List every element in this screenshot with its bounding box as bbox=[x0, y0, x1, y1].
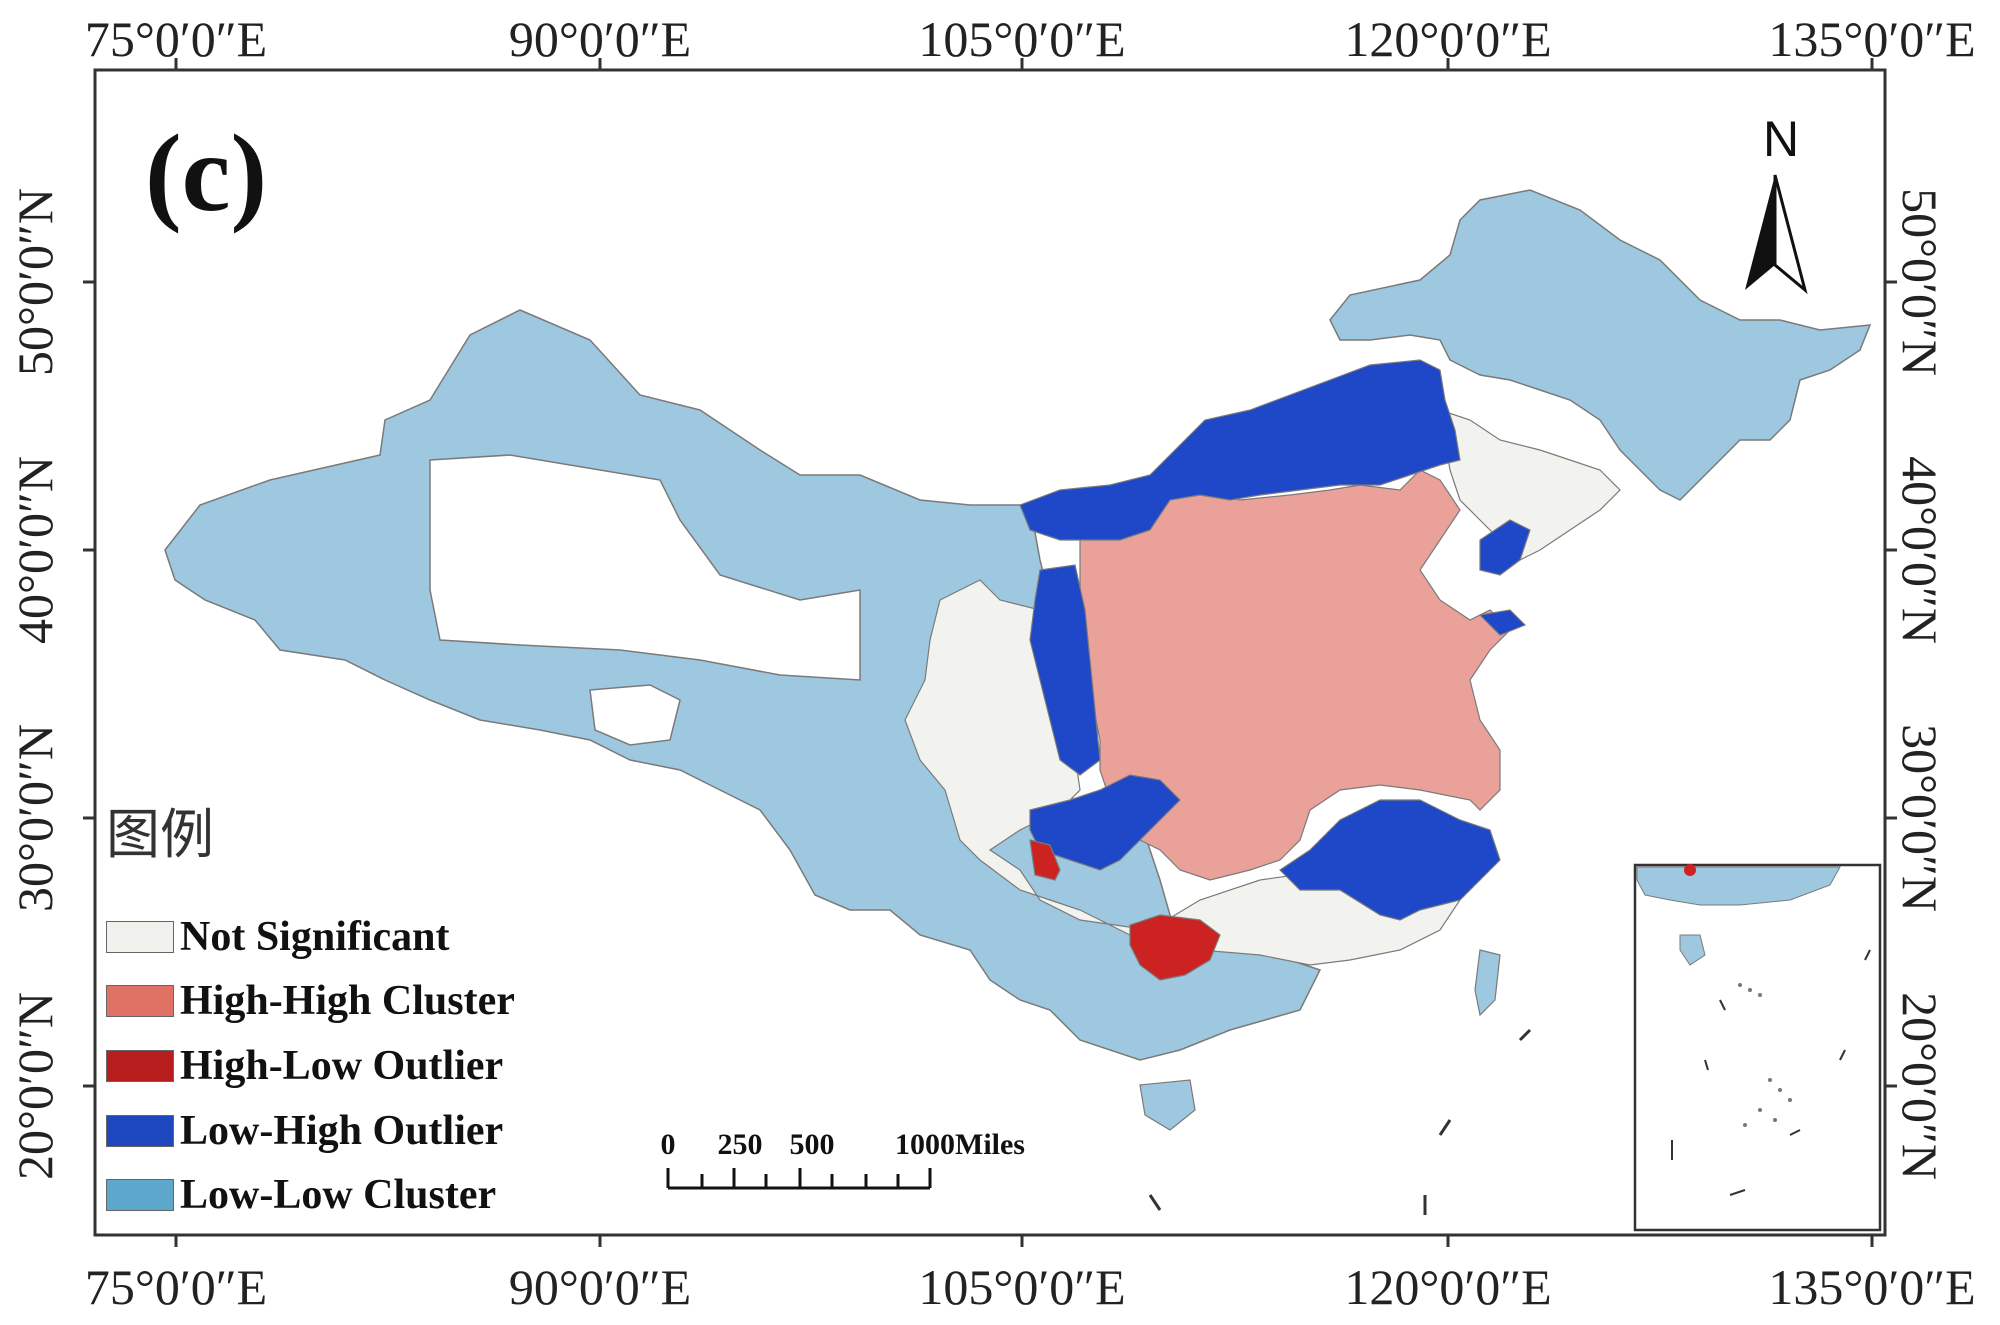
lon-tick-top-1: 75°0′0″E bbox=[84, 11, 268, 67]
region-low-high-outlier-east bbox=[1279, 799, 1501, 921]
region-not-significant-qinghai-lake bbox=[589, 684, 681, 746]
region-low-high-outlier-north bbox=[1019, 359, 1461, 541]
inset-map-frame bbox=[1633, 863, 1882, 1232]
legend-swatch-not-significant bbox=[106, 921, 174, 953]
region-high-low-outlier-sichuan bbox=[1029, 839, 1061, 881]
lon-tick-top-3: 105°0′0″E bbox=[918, 11, 1126, 67]
legend-label-high-low: High-Low Outlier bbox=[180, 1043, 504, 1089]
legend-item-low-high: Low-High Outlier bbox=[106, 1108, 503, 1154]
scale-label-1000: 1000Miles bbox=[895, 1128, 1025, 1161]
inset-islands bbox=[1738, 983, 1792, 1127]
scale-label-0: 0 bbox=[660, 1128, 676, 1161]
legend-label-low-high: Low-High Outlier bbox=[180, 1108, 504, 1154]
legend-label-high-high: High-High Cluster bbox=[180, 978, 515, 1024]
panel-label: (c) bbox=[145, 112, 268, 234]
region-high-low-outlier-guizhou bbox=[1129, 914, 1221, 981]
inset-land bbox=[1636, 866, 1841, 906]
region-not-significant-northeast bbox=[1439, 409, 1621, 561]
region-low-low-northeast bbox=[1329, 189, 1872, 501]
main-boundary-dashes bbox=[1148, 1028, 1532, 1215]
legend-swatch-high-low bbox=[106, 1050, 174, 1082]
scale-label-250: 250 bbox=[717, 1128, 763, 1161]
legend-item-low-low: Low-Low Cluster bbox=[106, 1172, 496, 1218]
legend-swatch-low-low bbox=[106, 1179, 174, 1211]
region-hainan bbox=[1139, 1079, 1196, 1131]
region-low-high-outlier-shandong bbox=[1478, 609, 1527, 636]
inset-high-low-marker bbox=[1684, 864, 1696, 876]
lat-tick-right-4: 20°0′0″N bbox=[1892, 992, 1948, 1180]
legend-swatch-low-high bbox=[106, 1115, 174, 1147]
legend-label-low-low: Low-Low Cluster bbox=[180, 1172, 497, 1218]
graticule-ticks bbox=[83, 58, 1897, 1247]
lon-tick-top-5: 135°0′0″E bbox=[1768, 11, 1976, 67]
north-arrow-label: N bbox=[1763, 111, 1800, 167]
lon-tick-bottom-5: 135°0′0″E bbox=[1768, 1259, 1976, 1315]
lon-tick-bottom-2: 90°0′0″E bbox=[508, 1259, 692, 1315]
region-low-high-outlier-west bbox=[1029, 564, 1101, 776]
north-arrow-icon bbox=[1745, 174, 1808, 295]
inset-hainan bbox=[1679, 934, 1706, 966]
legend-item-high-low: High-Low Outlier bbox=[106, 1043, 503, 1089]
lon-tick-top-2: 90°0′0″E bbox=[508, 11, 692, 67]
scale-bar bbox=[666, 1168, 932, 1190]
region-not-significant-west bbox=[429, 454, 861, 681]
inset-boundary-dashes bbox=[1671, 949, 1871, 1196]
lon-tick-bottom-4: 120°0′0″E bbox=[1344, 1259, 1552, 1315]
lat-tick-left-4: 20°0′0″N bbox=[7, 992, 63, 1180]
lon-tick-bottom-1: 75°0′0″E bbox=[84, 1259, 268, 1315]
region-taiwan bbox=[1474, 949, 1501, 1017]
legend-label-not-significant: Not Significant bbox=[180, 914, 450, 960]
legend-title: 图例 bbox=[106, 803, 214, 866]
region-low-high-outlier-liaodong bbox=[1479, 519, 1531, 576]
lon-tick-top-4: 120°0′0″E bbox=[1344, 11, 1552, 67]
lon-tick-bottom-3: 105°0′0″E bbox=[918, 1259, 1126, 1315]
scale-label-500: 500 bbox=[789, 1128, 835, 1161]
legend-item-not-significant: Not Significant bbox=[106, 914, 450, 960]
legend-item-high-high: High-High Cluster bbox=[106, 978, 515, 1024]
legend-swatch-high-high bbox=[106, 985, 174, 1017]
